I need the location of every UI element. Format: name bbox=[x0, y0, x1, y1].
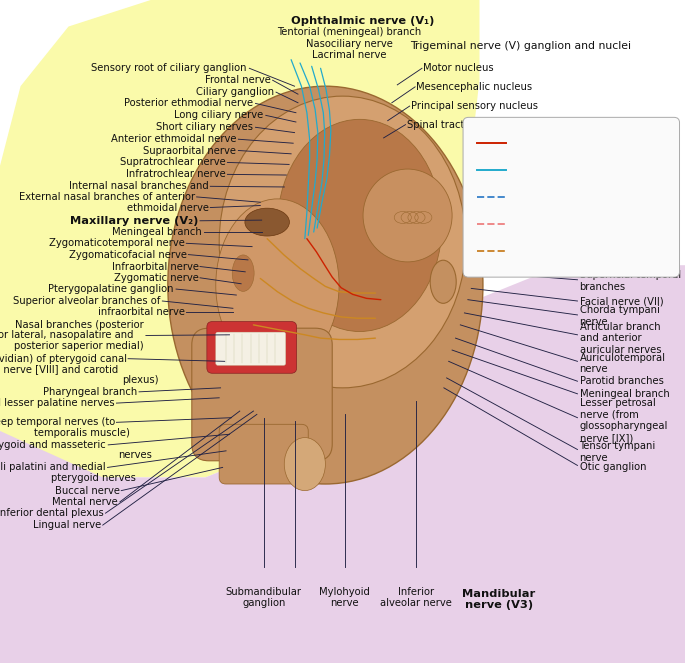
Text: Parasympathetic
fibers: Parasympathetic fibers bbox=[511, 214, 591, 233]
Ellipse shape bbox=[232, 255, 254, 292]
FancyBboxPatch shape bbox=[216, 332, 286, 365]
Text: nerves: nerves bbox=[119, 450, 152, 461]
Text: Afferent fibers: Afferent fibers bbox=[511, 165, 579, 174]
Text: Zygomaticotemporal nerve: Zygomaticotemporal nerve bbox=[49, 238, 185, 249]
Text: Pharyngeal branch: Pharyngeal branch bbox=[42, 387, 137, 397]
Text: Tensor tympani
nerve: Tensor tympani nerve bbox=[580, 442, 656, 463]
Text: Tensor veli palatini and medial: Tensor veli palatini and medial bbox=[0, 462, 106, 473]
Text: Mandibular
nerve (V3): Mandibular nerve (V3) bbox=[462, 589, 535, 611]
Ellipse shape bbox=[363, 169, 452, 262]
Text: Lacrimal nerve: Lacrimal nerve bbox=[312, 50, 386, 60]
Text: Mental nerve: Mental nerve bbox=[52, 497, 118, 507]
Text: Mylohyoid
nerve: Mylohyoid nerve bbox=[319, 587, 370, 609]
Text: Infratrochlear nerve: Infratrochlear nerve bbox=[126, 169, 226, 180]
Text: Long ciliary nerve: Long ciliary nerve bbox=[175, 110, 264, 121]
Text: Meningeal branch: Meningeal branch bbox=[580, 389, 669, 399]
Text: Inferior
alveolar nerve: Inferior alveolar nerve bbox=[380, 587, 451, 609]
Text: Zygomatic nerve: Zygomatic nerve bbox=[114, 272, 199, 283]
Text: Sympathetic
fibers: Sympathetic fibers bbox=[511, 241, 571, 261]
Text: Chorda tympani
nerve: Chorda tympani nerve bbox=[580, 306, 660, 327]
Text: Lingual nerve: Lingual nerve bbox=[33, 520, 101, 530]
Text: Zygomaticofacial nerve: Zygomaticofacial nerve bbox=[69, 249, 187, 260]
Text: Proprioce ptive
fibers: Proprioce ptive fibers bbox=[511, 187, 582, 206]
Text: Frontal nerve: Frontal nerve bbox=[205, 75, 271, 86]
Text: Sensory root of ciliary ganglion: Sensory root of ciliary ganglion bbox=[91, 63, 247, 74]
Text: Articular branch
and anterior
auricular nerves: Articular branch and anterior auricular … bbox=[580, 322, 661, 355]
Ellipse shape bbox=[430, 260, 456, 304]
Text: Deep temporal nerves (to: Deep temporal nerves (to bbox=[0, 417, 115, 428]
Text: Auriculotemporal
nerve: Auriculotemporal nerve bbox=[580, 353, 666, 374]
Text: Ophthalmic nerve (V₁): Ophthalmic nerve (V₁) bbox=[291, 15, 435, 26]
Text: Ciliary ganglion: Ciliary ganglion bbox=[196, 87, 274, 97]
Text: Infraorbital nerve: Infraorbital nerve bbox=[112, 261, 199, 272]
Text: Nerve (vidian) of pterygoid canal: Nerve (vidian) of pterygoid canal bbox=[0, 353, 127, 364]
Ellipse shape bbox=[168, 86, 483, 484]
Text: infraorbital nerve: infraorbital nerve bbox=[98, 306, 185, 317]
Ellipse shape bbox=[245, 208, 289, 236]
Polygon shape bbox=[0, 0, 479, 477]
Text: Short ciliary nerves: Short ciliary nerves bbox=[156, 122, 253, 133]
Text: Lesser petrosal
nerve (from
glossopharyngeal
nerve [IX]): Lesser petrosal nerve (from glossopharyn… bbox=[580, 398, 668, 443]
Text: Superior alveolar branches of: Superior alveolar branches of bbox=[13, 296, 160, 306]
Text: posterior saperior medial): posterior saperior medial) bbox=[14, 341, 144, 351]
Text: Spinal tract and nucleus: Spinal tract and nucleus bbox=[407, 119, 528, 130]
Text: superior lateral, nasopalatire and: superior lateral, nasopalatire and bbox=[0, 330, 134, 341]
Text: Maxillary nerve (V₂): Maxillary nerve (V₂) bbox=[71, 215, 199, 226]
Text: Internal nasal branches and: Internal nasal branches and bbox=[69, 181, 209, 192]
Text: Pterygopalatine ganglion: Pterygopalatine ganglion bbox=[49, 284, 174, 294]
Text: ethmoidal nerve: ethmoidal nerve bbox=[127, 202, 209, 213]
Ellipse shape bbox=[284, 438, 325, 491]
Text: Anterior ethmoidal nerve: Anterior ethmoidal nerve bbox=[111, 134, 236, 145]
Text: Meningeal branch: Meningeal branch bbox=[112, 227, 202, 237]
Text: Trigeminal nerve (V) ganglion and nuclei: Trigeminal nerve (V) ganglion and nuclei bbox=[410, 41, 631, 52]
FancyBboxPatch shape bbox=[192, 328, 332, 461]
Text: Nasociliary nerve: Nasociliary nerve bbox=[306, 38, 393, 49]
Polygon shape bbox=[0, 265, 685, 663]
Text: Nasal branches (posterior: Nasal branches (posterior bbox=[15, 320, 144, 330]
Text: Facial nerve (VII): Facial nerve (VII) bbox=[580, 296, 663, 306]
Text: Tentorial (meningeal) branch: Tentorial (meningeal) branch bbox=[277, 27, 421, 38]
Text: pterygoid nerves: pterygoid nerves bbox=[51, 473, 136, 483]
Text: External nasal branches of anterior: External nasal branches of anterior bbox=[19, 192, 195, 202]
Text: Parotid branches: Parotid branches bbox=[580, 376, 663, 387]
Text: Supratrochlear nerve: Supratrochlear nerve bbox=[121, 157, 226, 168]
Text: Posterior ethmodial nerve: Posterior ethmodial nerve bbox=[124, 98, 253, 109]
Text: Otic ganglion: Otic ganglion bbox=[580, 462, 646, 473]
Text: temporalis muscle): temporalis muscle) bbox=[34, 428, 130, 438]
Ellipse shape bbox=[216, 199, 339, 371]
Text: Superficial temporal
branches: Superficial temporal branches bbox=[580, 271, 681, 292]
Text: Motor nucleus: Motor nucleus bbox=[423, 63, 494, 74]
Text: Mesencephalic nucleus: Mesencephalic nucleus bbox=[416, 82, 533, 92]
Text: Lateral pterygoid and masseteric: Lateral pterygoid and masseteric bbox=[0, 440, 106, 450]
Text: Submandibular
ganglion: Submandibular ganglion bbox=[226, 587, 301, 609]
Text: Inferior dental plexus: Inferior dental plexus bbox=[0, 508, 104, 518]
FancyBboxPatch shape bbox=[219, 424, 308, 484]
Text: plexus): plexus) bbox=[123, 375, 159, 385]
Text: Efferent fibers: Efferent fibers bbox=[511, 138, 579, 147]
Text: (from facial nerve [VIII] and carotid: (from facial nerve [VIII] and carotid bbox=[0, 364, 118, 375]
Ellipse shape bbox=[219, 96, 466, 388]
Text: Greater and lesser palatine nerves: Greater and lesser palatine nerves bbox=[0, 398, 115, 408]
Ellipse shape bbox=[277, 119, 442, 332]
Text: Buccal nerve: Buccal nerve bbox=[55, 485, 120, 496]
Text: Supraorbital nerve: Supraorbital nerve bbox=[143, 145, 236, 156]
FancyBboxPatch shape bbox=[463, 117, 680, 277]
Text: Principal sensory nucleus: Principal sensory nucleus bbox=[411, 101, 538, 111]
FancyBboxPatch shape bbox=[207, 322, 297, 373]
